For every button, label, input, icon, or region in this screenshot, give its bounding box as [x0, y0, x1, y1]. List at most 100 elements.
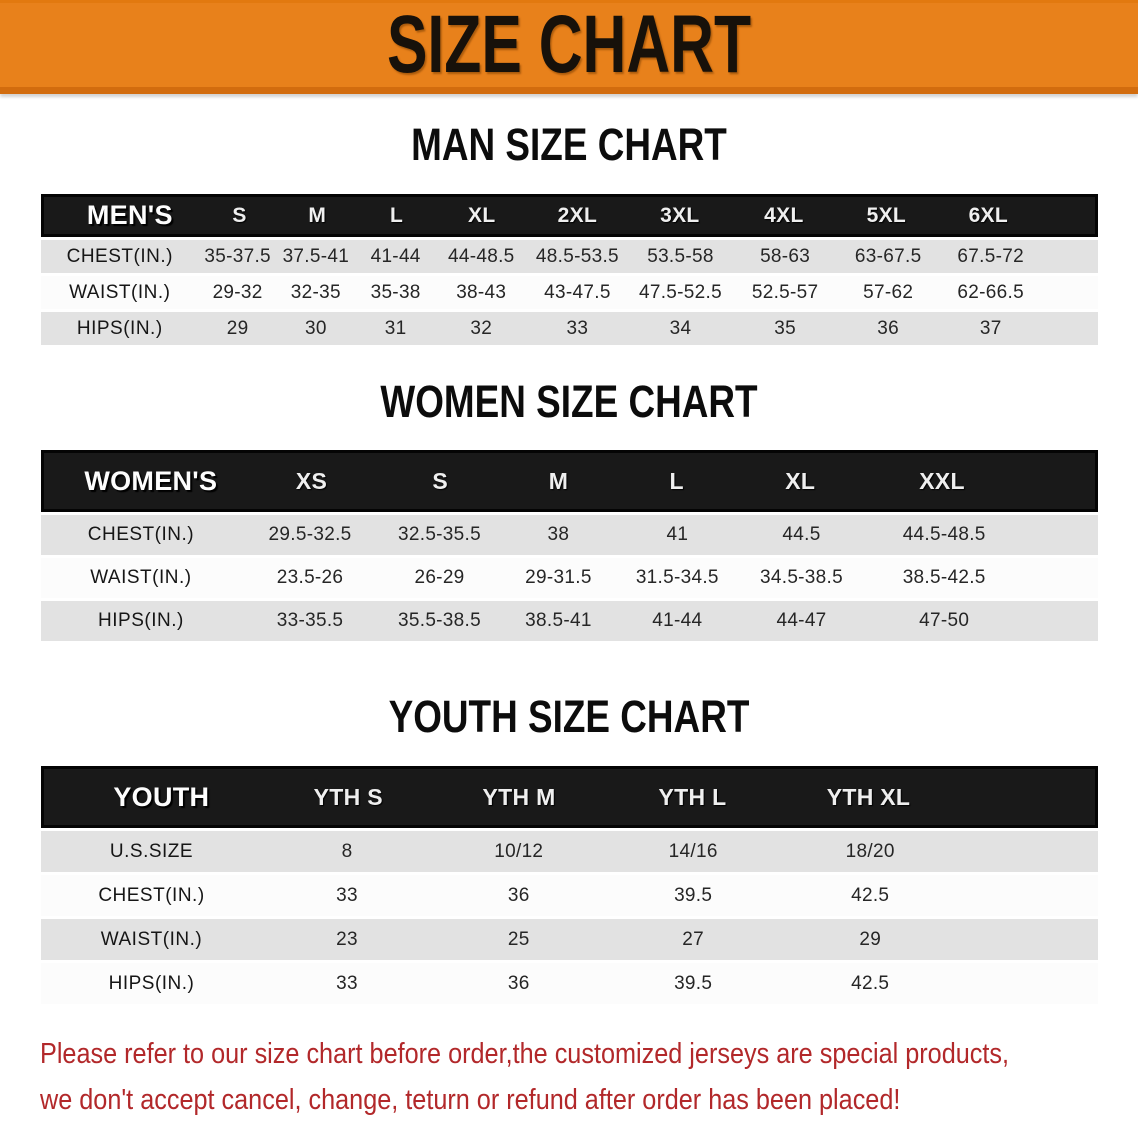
men-size-column-header: L: [390, 203, 404, 227]
women-table-title-cell: WOMEN'S: [84, 465, 218, 496]
table-cell: 33: [336, 884, 358, 906]
table-cell: 10/12: [494, 840, 544, 862]
table-cell: 37.5-41: [282, 245, 350, 267]
row-label: HIPS(IN.): [76, 317, 163, 339]
women-size-column-header: XL: [785, 467, 816, 494]
table-cell: 39.5: [674, 884, 713, 906]
table-cell: 53.5-58: [647, 245, 714, 267]
women-size-column-header: S: [432, 467, 449, 494]
table-cell: 36: [877, 317, 900, 339]
size-chart-banner: SIZE CHART: [0, 0, 1138, 94]
table-cell: 25: [507, 928, 530, 950]
table-cell: 39.5: [674, 972, 713, 994]
table-cell: 30: [304, 317, 327, 339]
men-table-row-waistin: WAIST(IN.) 29-32 32-35 35-38 38-43 43-47.5 47.…: [40, 276, 1098, 309]
table-cell: 57-62: [863, 281, 914, 303]
men-table-title-cell: MEN'S: [86, 200, 173, 230]
men-table-row-hipsin: HIPS(IN.) 29 30 31 32 33 34 35 36 37: [40, 312, 1098, 345]
women-size-column-header: M: [548, 467, 569, 494]
table-cell: 52.5-57: [751, 281, 819, 303]
row-label: HIPS(IN.): [98, 610, 184, 631]
table-cell: 43-47.5: [544, 281, 611, 303]
youth-table-row-chestin: CHEST(IN.) 33 36 39.5 42.5: [40, 875, 1098, 916]
table-cell: 33-35.5: [276, 610, 344, 631]
table-cell: 47-50: [919, 610, 970, 631]
men-size-column-header: 4XL: [764, 203, 804, 227]
youth-table-title-cell: YOUTH: [113, 781, 210, 812]
men-section: MAN SIZE CHART MEN'S S M L XL 2XL 3XL 4XL 5XL 6XL…: [0, 122, 1138, 345]
table-cell: 44.5: [782, 524, 821, 545]
men-table-row-chestin: CHEST(IN.) 35-37.5 37.5-41 41-44 44-48.5 48.5…: [40, 240, 1098, 273]
men-size-column-header: 6XL: [968, 203, 1008, 227]
table-cell: 38-43: [456, 281, 507, 303]
table-cell: 29: [859, 928, 882, 950]
youth-section: YOUTH SIZE CHART YOUTH YTH S YTH M YTH L YTH…: [0, 694, 1138, 1004]
table-cell: 44-47: [776, 610, 827, 631]
table-cell: 41: [666, 524, 689, 545]
youth-table-row-waistin: WAIST(IN.) 23 25 27 29: [40, 919, 1098, 960]
men-section-heading: MAN SIZE CHART: [411, 119, 727, 170]
row-label: WAIST(IN.): [100, 928, 203, 950]
row-label: WAIST(IN.): [90, 567, 192, 588]
table-cell: 35: [774, 317, 796, 339]
women-size-column-header: XXL: [919, 467, 965, 494]
row-label: U.S.SIZE: [109, 840, 194, 862]
table-cell: 34: [669, 317, 692, 339]
row-label: CHEST(IN.): [98, 884, 205, 906]
notice-line-1: Please refer to our size chart before or…: [40, 1038, 1010, 1070]
table-cell: 35.5-38.5: [398, 610, 481, 631]
table-cell: 36: [507, 884, 530, 906]
table-cell: 41-44: [370, 245, 421, 267]
banner-title: SIZE CHART: [386, 0, 752, 90]
table-cell: 47.5-52.5: [638, 281, 722, 303]
table-cell: 32: [470, 317, 493, 339]
youth-size-column-header: YTH L: [658, 783, 727, 810]
table-cell: 32.5-35.5: [398, 524, 481, 545]
table-cell: 44-48.5: [447, 245, 515, 267]
table-cell: 29-32: [212, 281, 263, 303]
table-cell: 23.5-26: [276, 567, 344, 588]
table-cell: 37: [979, 317, 1002, 339]
women-table-row-hipsin: HIPS(IN.) 33-35.5 35.5-38.5 38.5-41 41-44 44-…: [40, 601, 1098, 641]
table-cell: 41-44: [652, 610, 703, 631]
women-section-heading: WOMEN SIZE CHART: [380, 376, 758, 427]
order-notice: Please refer to our size chart before or…: [40, 1031, 1138, 1123]
women-table-header-row: WOMEN'S XS S M L XL XXL: [40, 450, 1098, 512]
table-cell: 8: [341, 840, 353, 862]
youth-size-column-header: YTH XL: [826, 783, 911, 810]
men-table-header-row: MEN'S S M L XL 2XL 3XL 4XL 5XL 6XL: [40, 194, 1098, 237]
women-table-row-chestin: CHEST(IN.) 29.5-32.5 32.5-35.5 38 41 44.5 44.5…: [40, 515, 1098, 555]
men-size-column-header: 2XL: [557, 203, 598, 227]
table-cell: 38.5-41: [525, 610, 592, 631]
women-section: WOMEN SIZE CHART WOMEN'S XS S M L XL XXL CHEST(…: [0, 379, 1138, 641]
youth-table-row-ussize: U.S.SIZE 8 10/12 14/16 18/20: [40, 831, 1098, 872]
table-cell: 58-63: [760, 245, 811, 267]
table-cell: 36: [507, 972, 530, 994]
notice-line-2: we don't accept cancel, change, teturn o…: [40, 1084, 901, 1116]
youth-size-column-header: YTH S: [313, 783, 383, 810]
table-cell: 32-35: [290, 281, 341, 303]
men-size-table: MEN'S S M L XL 2XL 3XL 4XL 5XL 6XL CHEST(IN.) 35-37…: [40, 194, 1098, 345]
women-size-table: WOMEN'S XS S M L XL XXL CHEST(IN.) 29.5-32.5 32.5…: [40, 450, 1098, 641]
table-cell: 29.5-32.5: [268, 524, 352, 545]
table-cell: 34.5-38.5: [760, 567, 843, 588]
table-cell: 27: [682, 928, 705, 950]
table-cell: 42.5: [851, 884, 890, 906]
youth-table-row-hipsin: HIPS(IN.) 33 36 39.5 42.5: [40, 963, 1098, 1004]
women-size-column-header: XS: [295, 467, 328, 494]
table-cell: 42.5: [851, 972, 890, 994]
row-label: WAIST(IN.): [69, 281, 171, 303]
table-cell: 67.5-72: [957, 245, 1024, 267]
table-cell: 29: [226, 317, 249, 339]
table-cell: 48.5-53.5: [535, 245, 619, 267]
youth-size-table: YOUTH YTH S YTH M YTH L YTH XL U.S.SIZE 8 10/12…: [40, 766, 1098, 1004]
men-size-column-header: S: [232, 203, 247, 227]
men-size-column-header: XL: [468, 203, 496, 227]
table-cell: 63-67.5: [854, 245, 922, 267]
youth-section-heading: YOUTH SIZE CHART: [388, 691, 750, 742]
youth-table-header-row: YOUTH YTH S YTH M YTH L YTH XL: [40, 766, 1098, 828]
table-cell: 35-38: [370, 281, 421, 303]
row-label: HIPS(IN.): [108, 972, 195, 994]
row-label: CHEST(IN.): [87, 524, 195, 545]
table-cell: 18/20: [845, 840, 895, 862]
